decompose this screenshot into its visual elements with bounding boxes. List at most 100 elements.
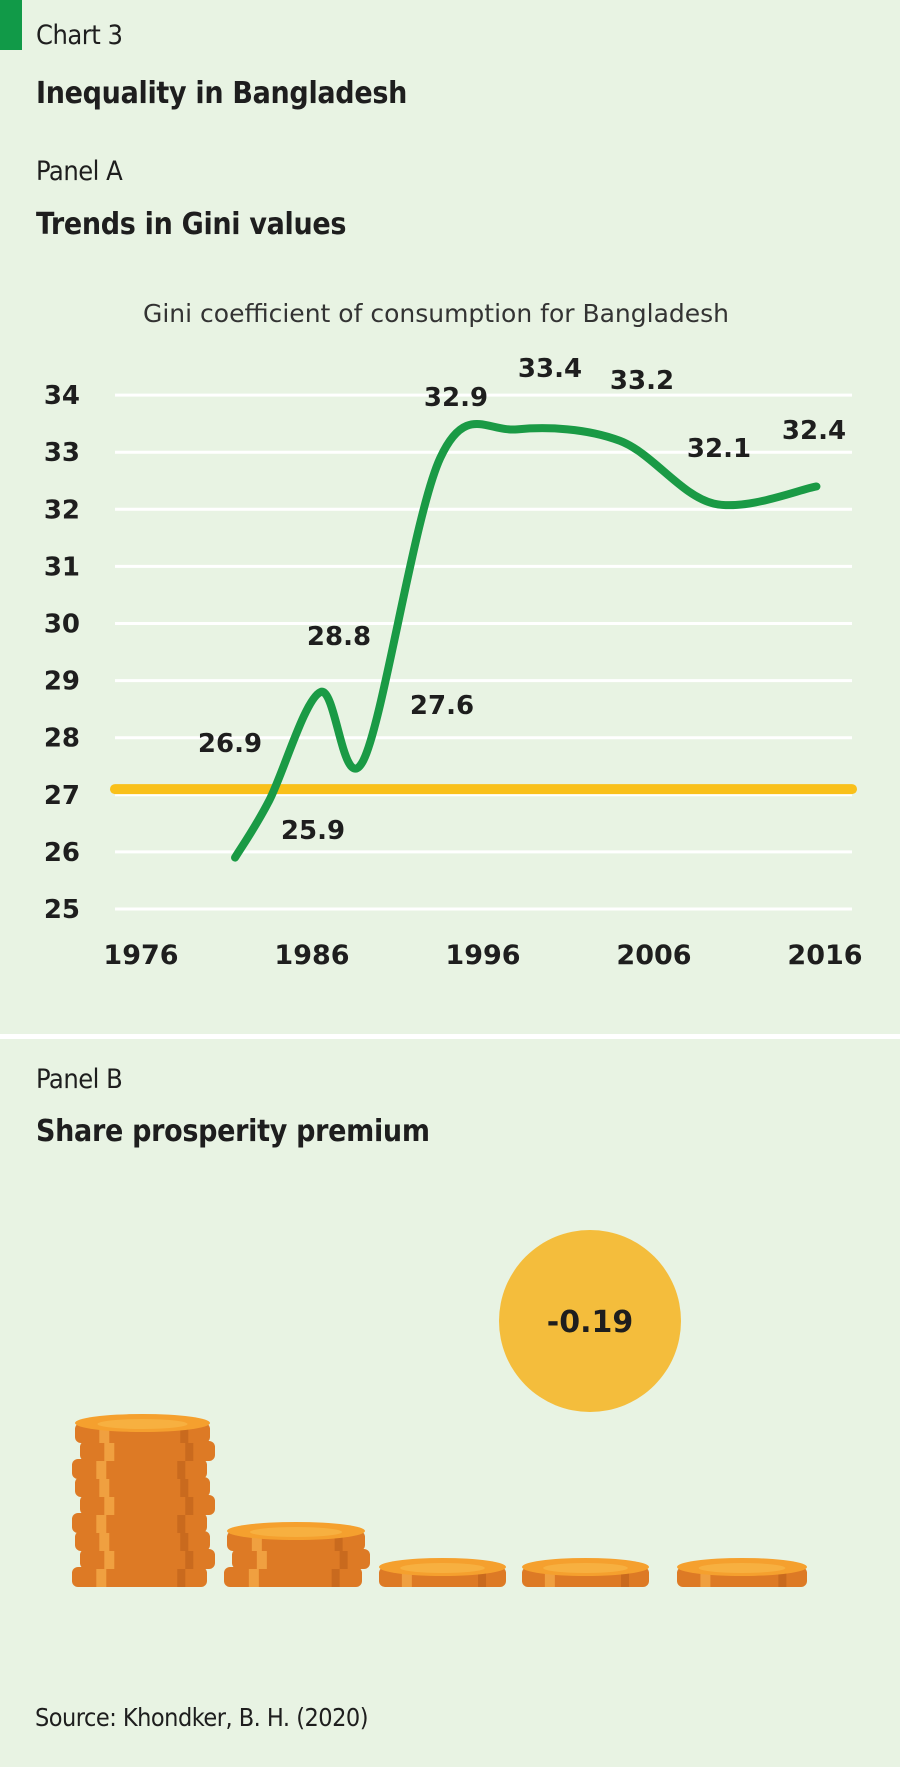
y-tick-label: 26 bbox=[44, 838, 80, 868]
coin-icon bbox=[72, 1513, 207, 1533]
data-label: 28.8 bbox=[307, 622, 371, 652]
coin-highlight bbox=[251, 1531, 262, 1551]
y-tick-label: 27 bbox=[44, 781, 80, 811]
data-label: 32.9 bbox=[424, 383, 488, 413]
coin-icon bbox=[75, 1414, 210, 1443]
coin-shade bbox=[331, 1567, 340, 1587]
coin-stack bbox=[72, 1414, 215, 1587]
coin-shade bbox=[185, 1549, 194, 1569]
coin-icon bbox=[227, 1522, 365, 1551]
coin-side bbox=[72, 1459, 207, 1479]
coin-icon bbox=[80, 1549, 215, 1569]
y-tick-label: 32 bbox=[44, 495, 80, 525]
data-label: 33.2 bbox=[610, 366, 674, 396]
coin-icon bbox=[379, 1558, 506, 1587]
coin-side bbox=[232, 1549, 370, 1569]
coin-side bbox=[80, 1441, 215, 1461]
coin-highlight bbox=[104, 1549, 115, 1569]
source-note: Source: Khondker, B. H. (2020) bbox=[35, 1703, 368, 1732]
data-label: 32.1 bbox=[687, 434, 751, 464]
coin-highlight bbox=[256, 1549, 267, 1569]
coin-shade bbox=[185, 1495, 194, 1515]
accent-bar bbox=[0, 0, 22, 50]
data-label: 25.9 bbox=[281, 816, 345, 846]
coin-stack bbox=[677, 1558, 807, 1587]
coin-top-inner bbox=[543, 1563, 628, 1573]
coin-highlight bbox=[96, 1513, 107, 1533]
y-tick-label: 28 bbox=[44, 724, 80, 754]
coin-shade bbox=[180, 1423, 189, 1443]
coin-icon bbox=[224, 1567, 362, 1587]
x-tick-label: 1986 bbox=[274, 940, 349, 971]
prosperity-premium-graphic: -0.19 bbox=[72, 1230, 807, 1587]
coin-top-inner bbox=[698, 1563, 786, 1573]
data-label: 26.9 bbox=[198, 729, 262, 759]
coin-top-inner bbox=[250, 1527, 342, 1537]
data-label: 33.4 bbox=[518, 354, 582, 384]
coin-shade bbox=[334, 1531, 343, 1551]
coin-highlight bbox=[96, 1567, 107, 1587]
coin-icon bbox=[75, 1531, 210, 1551]
coin-side bbox=[72, 1513, 207, 1533]
data-label: 27.6 bbox=[410, 691, 474, 721]
coin-side bbox=[80, 1549, 215, 1569]
coin-side bbox=[80, 1495, 215, 1515]
coin-shade bbox=[177, 1459, 186, 1479]
coin-side bbox=[224, 1567, 362, 1587]
gini-line-chart: Gini coefficient of consumption for Bang… bbox=[44, 299, 863, 971]
y-tick-label: 30 bbox=[44, 610, 80, 640]
coin-icon bbox=[522, 1558, 649, 1587]
coin-icon bbox=[80, 1495, 215, 1515]
coin-highlight bbox=[401, 1567, 412, 1587]
coin-highlight bbox=[104, 1495, 115, 1515]
panel-divider bbox=[0, 1034, 900, 1039]
coin-icon bbox=[80, 1441, 215, 1461]
coin-top-inner bbox=[97, 1419, 188, 1429]
coin-side bbox=[75, 1531, 210, 1551]
coin-highlight bbox=[104, 1441, 115, 1461]
coin-highlight bbox=[99, 1423, 110, 1443]
data-label: 32.4 bbox=[782, 416, 846, 446]
x-tick-label: 1976 bbox=[103, 940, 178, 971]
coin-highlight bbox=[99, 1531, 110, 1551]
coin-shade bbox=[185, 1441, 194, 1461]
premium-value: -0.19 bbox=[547, 1305, 633, 1340]
coin-icon bbox=[72, 1567, 207, 1587]
coin-icon bbox=[677, 1558, 807, 1587]
premium-circle bbox=[499, 1230, 681, 1412]
y-tick-label: 33 bbox=[44, 438, 80, 468]
panel-b-label: Panel B bbox=[36, 1064, 123, 1095]
coin-highlight bbox=[544, 1567, 555, 1587]
coin-side bbox=[75, 1477, 210, 1497]
coin-shade bbox=[339, 1549, 348, 1569]
coin-top-inner bbox=[400, 1563, 485, 1573]
coin-shade bbox=[621, 1567, 630, 1587]
coin-shade bbox=[180, 1531, 189, 1551]
coin-shade bbox=[177, 1513, 186, 1533]
x-tick-label: 2006 bbox=[616, 940, 691, 971]
coin-highlight bbox=[700, 1567, 711, 1587]
coin-icon bbox=[232, 1549, 370, 1569]
panel-a-label: Panel A bbox=[36, 156, 123, 187]
coin-highlight bbox=[99, 1477, 110, 1497]
panel-b-title: Share prosperity premium bbox=[36, 1114, 430, 1149]
panel-a-title: Trends in Gini values bbox=[36, 207, 347, 242]
coin-stack bbox=[379, 1558, 506, 1587]
chart-subtitle: Gini coefficient of consumption for Bang… bbox=[143, 299, 729, 328]
x-tick-label: 1996 bbox=[445, 940, 520, 971]
coin-stack bbox=[522, 1558, 649, 1587]
y-tick-label: 29 bbox=[44, 667, 80, 697]
coin-stack bbox=[224, 1522, 370, 1587]
coin-icon bbox=[72, 1459, 207, 1479]
gini-series-line bbox=[231, 420, 821, 862]
y-tick-label: 25 bbox=[44, 895, 80, 925]
chart-title: Inequality in Bangladesh bbox=[36, 76, 408, 111]
coin-shade bbox=[177, 1567, 186, 1587]
coin-side bbox=[72, 1567, 207, 1587]
coin-icon bbox=[75, 1477, 210, 1497]
coin-highlight bbox=[248, 1567, 259, 1587]
chart-number: Chart 3 bbox=[36, 20, 123, 51]
coin-shade bbox=[778, 1567, 787, 1587]
x-tick-label: 2016 bbox=[787, 940, 862, 971]
y-tick-label: 34 bbox=[44, 381, 80, 411]
